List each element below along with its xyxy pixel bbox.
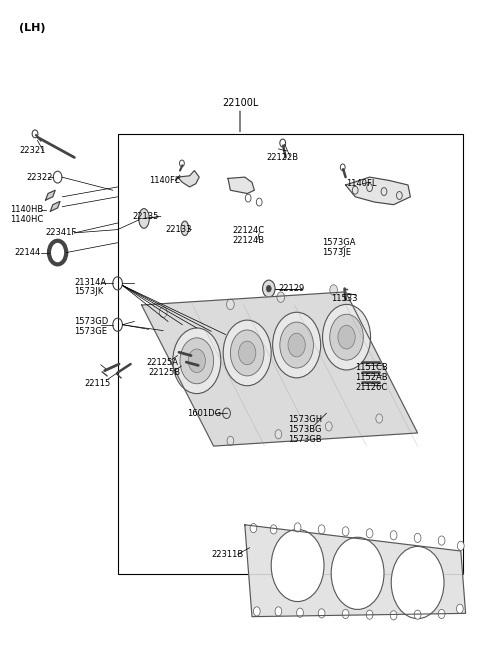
Circle shape bbox=[376, 414, 383, 423]
Text: 11533: 11533 bbox=[331, 294, 358, 303]
Text: 22129: 22129 bbox=[278, 284, 305, 293]
Circle shape bbox=[390, 531, 397, 540]
Circle shape bbox=[263, 280, 275, 297]
Text: 22322: 22322 bbox=[26, 173, 53, 182]
Circle shape bbox=[414, 610, 421, 619]
Text: 21126C: 21126C bbox=[355, 382, 387, 392]
Circle shape bbox=[294, 523, 301, 532]
Ellipse shape bbox=[181, 221, 189, 236]
Text: 22133: 22133 bbox=[166, 225, 192, 234]
Circle shape bbox=[277, 292, 285, 302]
Text: 22125A: 22125A bbox=[146, 358, 179, 367]
Circle shape bbox=[227, 436, 234, 445]
Circle shape bbox=[330, 314, 363, 360]
Text: 1573GD: 1573GD bbox=[74, 317, 108, 326]
Text: 22341F: 22341F bbox=[46, 228, 77, 237]
Text: 1152AB: 1152AB bbox=[355, 373, 388, 382]
Text: 22124C: 22124C bbox=[233, 226, 265, 236]
Circle shape bbox=[250, 523, 257, 533]
Circle shape bbox=[331, 537, 384, 609]
Circle shape bbox=[188, 349, 205, 373]
Polygon shape bbox=[50, 201, 60, 211]
Circle shape bbox=[323, 304, 371, 370]
Circle shape bbox=[275, 607, 282, 616]
Circle shape bbox=[438, 536, 445, 545]
Text: 22311B: 22311B bbox=[211, 550, 243, 559]
Bar bbox=[118, 134, 463, 574]
Text: 22144: 22144 bbox=[14, 248, 41, 257]
Text: 1140HB: 1140HB bbox=[10, 205, 43, 215]
Text: 1573GH: 1573GH bbox=[288, 415, 322, 424]
Text: 1140FL: 1140FL bbox=[149, 176, 180, 185]
Circle shape bbox=[239, 341, 256, 365]
Circle shape bbox=[438, 609, 445, 619]
Circle shape bbox=[414, 533, 421, 543]
Circle shape bbox=[275, 430, 282, 439]
Circle shape bbox=[270, 525, 277, 534]
Circle shape bbox=[318, 525, 325, 534]
Text: 1573JK: 1573JK bbox=[74, 287, 104, 297]
Text: 1151CB: 1151CB bbox=[355, 363, 388, 372]
Circle shape bbox=[391, 546, 444, 619]
Circle shape bbox=[173, 328, 221, 394]
Text: 22125B: 22125B bbox=[149, 368, 181, 377]
Text: 22122B: 22122B bbox=[266, 153, 299, 162]
Text: 1140HC: 1140HC bbox=[10, 215, 43, 224]
Circle shape bbox=[342, 609, 349, 619]
Circle shape bbox=[280, 322, 313, 368]
Text: 1140FL: 1140FL bbox=[346, 179, 376, 188]
Text: 1573JE: 1573JE bbox=[322, 248, 350, 257]
Circle shape bbox=[318, 609, 325, 618]
Circle shape bbox=[457, 541, 464, 550]
Circle shape bbox=[180, 338, 214, 384]
Polygon shape bbox=[228, 177, 254, 194]
Circle shape bbox=[159, 307, 167, 318]
Polygon shape bbox=[346, 177, 410, 205]
Polygon shape bbox=[46, 190, 55, 200]
Circle shape bbox=[342, 527, 349, 536]
Polygon shape bbox=[142, 292, 418, 446]
Text: 22124B: 22124B bbox=[233, 236, 265, 245]
Text: 22115: 22115 bbox=[84, 379, 110, 388]
Circle shape bbox=[253, 607, 260, 616]
Text: 22100L: 22100L bbox=[222, 98, 258, 108]
Circle shape bbox=[223, 320, 271, 386]
Circle shape bbox=[271, 529, 324, 602]
Circle shape bbox=[273, 312, 321, 378]
Text: 1573GE: 1573GE bbox=[74, 327, 108, 336]
Text: 1573BG: 1573BG bbox=[288, 425, 322, 434]
Circle shape bbox=[330, 285, 337, 295]
Polygon shape bbox=[245, 525, 466, 617]
Text: (LH): (LH) bbox=[19, 23, 46, 33]
Text: 22321: 22321 bbox=[19, 146, 46, 155]
Circle shape bbox=[227, 299, 234, 310]
Circle shape bbox=[297, 608, 303, 617]
Circle shape bbox=[338, 325, 355, 349]
Ellipse shape bbox=[139, 209, 149, 228]
Circle shape bbox=[230, 330, 264, 376]
Circle shape bbox=[366, 610, 373, 619]
Circle shape bbox=[390, 611, 397, 620]
Text: 22135: 22135 bbox=[132, 212, 158, 221]
Circle shape bbox=[325, 422, 332, 431]
Polygon shape bbox=[178, 171, 199, 187]
Circle shape bbox=[366, 529, 373, 538]
Text: 21314A: 21314A bbox=[74, 277, 107, 287]
Circle shape bbox=[456, 604, 463, 613]
Circle shape bbox=[288, 333, 305, 357]
Text: 1573GB: 1573GB bbox=[288, 435, 322, 444]
Text: 1573GA: 1573GA bbox=[322, 238, 355, 247]
Circle shape bbox=[266, 285, 271, 292]
Text: 1601DG: 1601DG bbox=[187, 409, 221, 418]
